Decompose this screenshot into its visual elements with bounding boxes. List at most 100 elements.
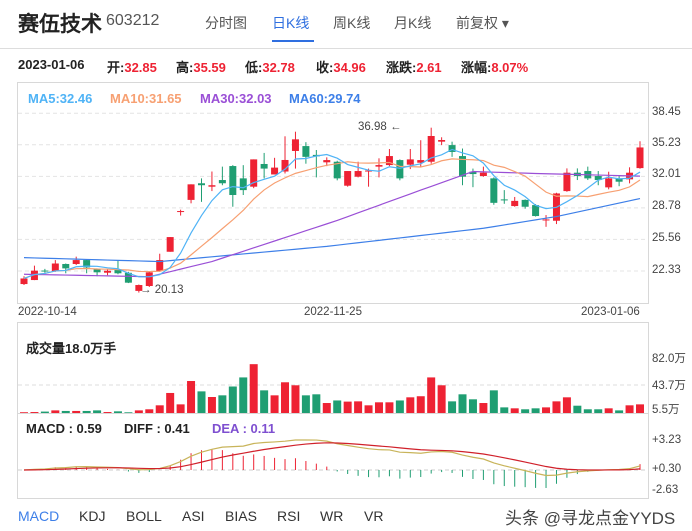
candle-up bbox=[135, 285, 143, 291]
low-marker-value: 20.13 bbox=[154, 284, 184, 296]
ma10-line bbox=[23, 158, 641, 280]
volume-bar bbox=[374, 402, 383, 413]
volume-bar bbox=[395, 400, 404, 413]
candle-up bbox=[51, 263, 59, 272]
candle-down bbox=[594, 176, 602, 181]
candle-up bbox=[156, 260, 164, 272]
macd-tick: +3.23 bbox=[652, 434, 682, 446]
volume-bar bbox=[249, 364, 258, 413]
indicator-tab-wr[interactable]: WR bbox=[320, 508, 344, 524]
tab-intraday[interactable]: 分时图 bbox=[205, 15, 247, 31]
candle-down bbox=[260, 163, 268, 169]
macd-tick: -2.63 bbox=[652, 484, 679, 496]
candle-down bbox=[83, 260, 91, 268]
ma30-legend: MA30:32.03 bbox=[200, 91, 272, 106]
candle-up bbox=[406, 159, 414, 165]
low-marker: → 20.13 bbox=[140, 284, 184, 296]
candle-up bbox=[166, 237, 174, 252]
info-close: 收:34.96 bbox=[316, 57, 366, 76]
volume-bar bbox=[113, 411, 122, 413]
indicator-tab-asi[interactable]: ASI bbox=[182, 508, 205, 524]
indicator-tab-bias[interactable]: BIAS bbox=[225, 508, 257, 524]
volume-bar bbox=[260, 390, 269, 413]
candle-down bbox=[229, 166, 237, 196]
indicator-tab-macd[interactable]: MACD bbox=[18, 508, 60, 524]
candle-up bbox=[365, 170, 373, 172]
volume-title: 成交量18.0万手 bbox=[26, 341, 117, 356]
volume-bar bbox=[416, 396, 425, 413]
volume-bar bbox=[197, 391, 206, 413]
indicator-panel[interactable] bbox=[17, 322, 649, 499]
candle-up bbox=[385, 156, 393, 166]
volume-bar bbox=[51, 410, 60, 413]
close-label: 收: bbox=[316, 60, 334, 75]
tab-monthly-k[interactable]: 月K线 bbox=[394, 15, 432, 31]
date-tick: 2022-10-14 bbox=[18, 306, 77, 318]
candle-up bbox=[30, 270, 38, 281]
price-tick: 22.33 bbox=[652, 264, 681, 276]
volume-bar bbox=[61, 410, 70, 413]
candle-down bbox=[469, 171, 477, 175]
date-tick: 2023-01-06 bbox=[581, 306, 640, 318]
volume-bar bbox=[364, 405, 373, 413]
volume-bar bbox=[510, 408, 519, 413]
candle-down bbox=[521, 199, 529, 207]
indicator-tab-rsi[interactable]: RSI bbox=[277, 508, 301, 524]
candle-down bbox=[500, 199, 508, 201]
price-panel[interactable] bbox=[17, 82, 649, 304]
volume-bar bbox=[134, 410, 143, 413]
volume-bar bbox=[187, 381, 196, 413]
tab-weekly-k[interactable]: 周K线 bbox=[333, 15, 371, 31]
indicator-tab-kdj[interactable]: KDJ bbox=[79, 508, 106, 524]
high-value: 35.59 bbox=[193, 60, 226, 75]
indicator-tab-vr[interactable]: VR bbox=[364, 508, 384, 524]
open-value: 32.85 bbox=[124, 60, 157, 75]
candle-up bbox=[104, 270, 112, 273]
volume-tick: 82.0万 bbox=[652, 353, 686, 365]
volume-bar bbox=[594, 409, 603, 413]
volume-bar bbox=[30, 412, 39, 413]
high-marker: 36.98 ← bbox=[358, 121, 402, 133]
candle-up bbox=[542, 219, 550, 221]
dea-value: DEA : 0.11 bbox=[212, 421, 276, 436]
candle-up bbox=[354, 171, 362, 177]
volume-bar bbox=[542, 407, 551, 413]
diff-value: DIFF : 0.41 bbox=[124, 421, 190, 436]
candle-down bbox=[41, 270, 49, 272]
volume-bar bbox=[437, 385, 446, 413]
active-tab-indicator bbox=[272, 40, 314, 42]
adjust-dropdown[interactable]: 前复权 ▾ bbox=[456, 15, 509, 31]
volume-bar bbox=[427, 377, 436, 413]
volume-bar bbox=[166, 392, 175, 413]
candle-up bbox=[427, 136, 435, 162]
candle-up bbox=[563, 172, 571, 192]
change-label: 涨跌: bbox=[386, 60, 417, 75]
volume-bar bbox=[385, 402, 394, 413]
volume-bar bbox=[312, 394, 321, 413]
volume-bar bbox=[406, 397, 415, 413]
volume-bar bbox=[448, 401, 457, 413]
volume-bar bbox=[562, 397, 571, 413]
volume-bar bbox=[479, 403, 488, 413]
date-tick: 2022-11-25 bbox=[304, 306, 362, 318]
volume-bar bbox=[281, 382, 290, 413]
indicator-tab-boll[interactable]: BOLL bbox=[126, 508, 162, 524]
candle-up bbox=[177, 211, 185, 213]
price-tick: 25.56 bbox=[652, 232, 681, 244]
ma10-legend: MA10:31.65 bbox=[110, 91, 182, 106]
volume-bar bbox=[343, 401, 352, 413]
candle-down bbox=[333, 161, 341, 179]
volume-bar bbox=[468, 399, 477, 413]
volume-bar bbox=[145, 409, 154, 413]
volume-tick: 43.7万 bbox=[652, 380, 686, 392]
volume-bar bbox=[583, 409, 592, 413]
candle-up bbox=[208, 185, 216, 187]
open-label: 开: bbox=[107, 60, 125, 75]
ma5-line bbox=[23, 148, 641, 280]
price-tick: 35.23 bbox=[652, 137, 681, 149]
tab-daily-k[interactable]: 日K线 bbox=[272, 15, 310, 31]
change-value: 2.61 bbox=[416, 60, 442, 75]
volume-bar bbox=[552, 401, 561, 413]
volume-bar bbox=[354, 401, 363, 413]
info-low: 低:32.78 bbox=[245, 57, 295, 76]
